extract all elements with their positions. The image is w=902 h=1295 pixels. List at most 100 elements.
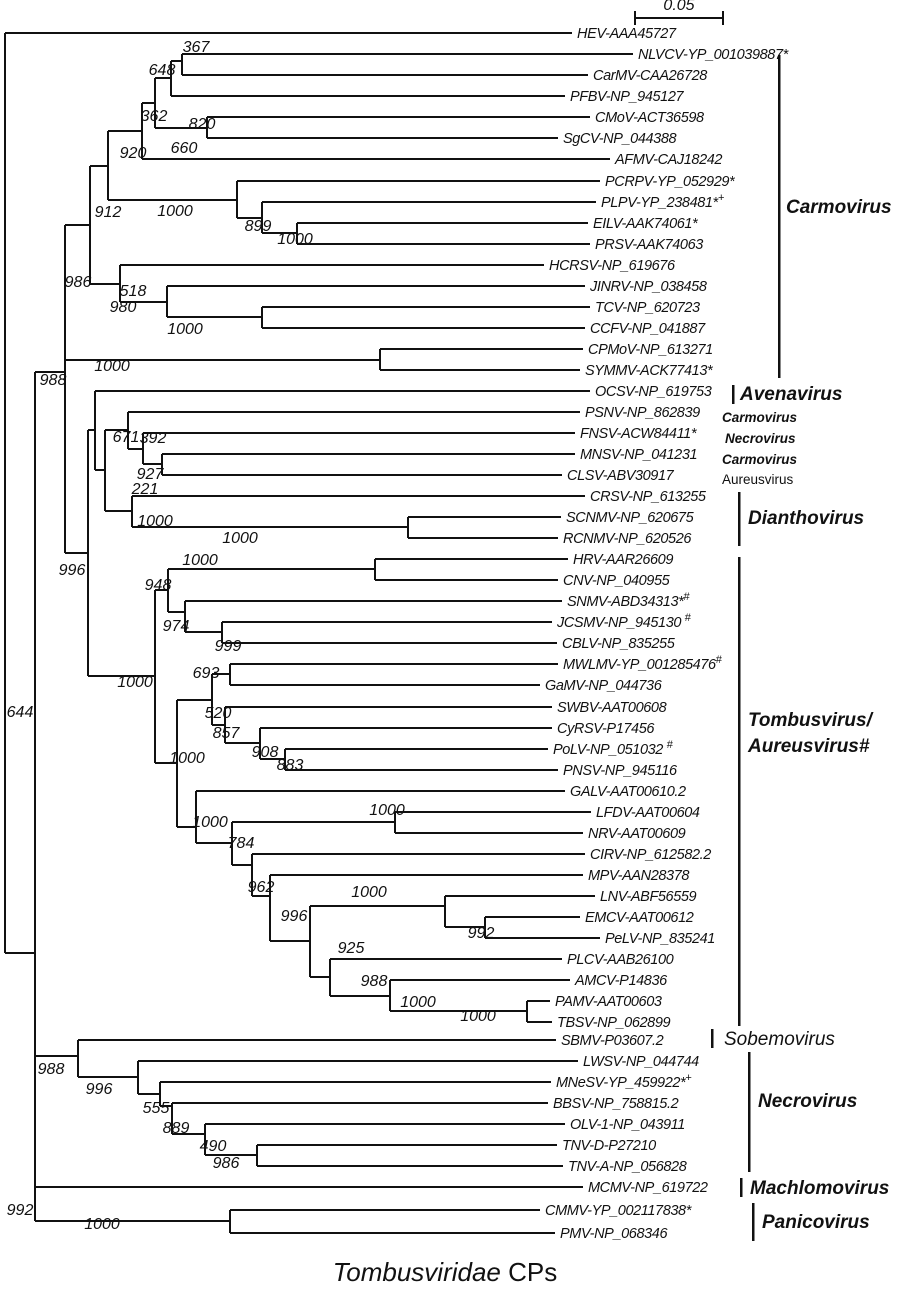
clade-label: Aureusvirus	[722, 472, 794, 487]
bootstrap-value: 1000	[400, 994, 436, 1011]
taxon-label: PSNV-NP_862839	[585, 405, 700, 421]
taxon-label: CLSV-ABV30917	[567, 468, 675, 484]
taxon-label: PCRPV-YP_052929*	[605, 174, 736, 190]
bootstrap-value: 927	[137, 466, 165, 483]
taxon-label: MNSV-NP_041231	[580, 447, 697, 463]
clade-label: Tombusvirus/	[748, 710, 874, 731]
bootstrap-value: 988	[40, 372, 67, 389]
taxon-label: CIRV-NP_612582.2	[590, 847, 711, 863]
clade-label: Carmovirus	[786, 197, 892, 218]
bootstrap-value: 784	[228, 835, 255, 852]
bootstrap-value: 908	[252, 744, 279, 761]
taxon-label: HCRSV-NP_619676	[549, 258, 676, 274]
bootstrap-value: 1000	[222, 530, 258, 547]
taxon-label: GALV-AAT00610.2	[570, 784, 686, 800]
taxon-label: OCSV-NP_619753	[595, 384, 712, 400]
bootstrap-value: 988	[38, 1061, 65, 1078]
bootstrap-value: 1000	[277, 231, 313, 248]
taxon-label: CyRSV-P17456	[557, 721, 655, 737]
bootstrap-value: 1000	[84, 1216, 120, 1233]
bootstrap-value: 899	[245, 218, 272, 235]
taxon-label: CMoV-ACT36598	[595, 110, 704, 126]
bootstrap-value: 644	[7, 704, 34, 721]
taxon-label: EILV-AAK74061*	[593, 216, 699, 232]
bootstrap-value: 999	[215, 638, 242, 655]
clade-label: Necrovirus	[758, 1091, 857, 1112]
taxon-label: CCFV-NP_041887	[590, 321, 706, 337]
bootstrap-value: 986	[65, 274, 92, 291]
bootstrap-value: 1000	[369, 802, 405, 819]
taxon-label: MCMV-NP_619722	[588, 1180, 708, 1196]
taxon-label: SWBV-AAT00608	[557, 700, 667, 716]
taxon-label: SNMV-ABD34313*#	[567, 591, 690, 610]
taxon-label: PAMV-AAT00603	[555, 994, 662, 1010]
bootstrap-value: 912	[95, 204, 122, 221]
taxon-label: PLPV-YP_238481*+	[601, 192, 725, 211]
clade-label: Carmovirus	[722, 410, 798, 425]
taxon-label: PeLV-NP_835241	[605, 931, 715, 947]
taxon-label: BBSV-NP_758815.2	[553, 1096, 679, 1112]
taxon-label: FNSV-ACW84411*	[580, 426, 698, 442]
taxon-label: PLCV-AAB26100	[567, 952, 674, 968]
bootstrap-value: 1000	[167, 321, 203, 338]
bootstrap-value: 996	[86, 1081, 113, 1098]
taxon-label: AMCV-P14836	[574, 973, 668, 989]
taxon-label: LWSV-NP_044744	[583, 1054, 699, 1070]
bootstrap-value: 996	[281, 908, 308, 925]
bootstrap-value: 1000	[94, 358, 130, 375]
taxon-label: EMCV-AAT00612	[585, 910, 694, 926]
clade-label: Avenavirus	[739, 384, 842, 405]
taxon-label: TNV-D-P27210	[562, 1138, 656, 1154]
taxon-label: GaMV-NP_044736	[545, 678, 663, 694]
bootstrap-value: 925	[338, 940, 365, 957]
bootstrap-value: 693	[193, 665, 220, 682]
bootstrap-value: 948	[145, 577, 172, 594]
taxon-label: AFMV-CAJ18242	[614, 152, 722, 168]
taxon-label: MWLMV-YP_001285476#	[563, 654, 723, 673]
clade-label: Necrovirus	[725, 431, 796, 446]
taxon-label: OLV-1-NP_043911	[570, 1117, 685, 1133]
clade-label: Dianthovirus	[748, 508, 864, 529]
taxon-label: CarMV-CAA26728	[593, 68, 707, 84]
bootstrap-value: 920	[120, 145, 147, 162]
bootstrap-value: 555	[143, 1100, 170, 1117]
bootstrap-value: 362	[141, 108, 168, 125]
bootstrap-value: 1000	[117, 674, 153, 691]
taxon-label: TBSV-NP_062899	[557, 1015, 670, 1031]
figure-title: Tombusviridae CPs	[333, 1257, 557, 1287]
bootstrap-value: 883	[277, 757, 304, 774]
taxon-label: HEV-AAA45727	[577, 26, 677, 42]
bootstrap-value: 992	[468, 925, 495, 942]
taxon-label: TNV-A-NP_056828	[568, 1159, 687, 1175]
bootstrap-value: 1000	[460, 1008, 496, 1025]
taxon-label: PRSV-AAK74063	[595, 237, 703, 253]
taxon-label: PMV-NP_068346	[560, 1226, 668, 1242]
clade-label: Panicovirus	[762, 1212, 870, 1233]
taxon-label: CRSV-NP_613255	[590, 489, 707, 505]
taxon-label: RCNMV-NP_620526	[563, 531, 692, 547]
taxon-label: PNSV-NP_945116	[563, 763, 678, 779]
bootstrap-value: 648	[149, 62, 176, 79]
bootstrap-value: 974	[163, 618, 190, 635]
taxon-label: PFBV-NP_945127	[570, 89, 684, 105]
bootstrap-value: 518	[120, 283, 147, 300]
taxon-label: CBLV-NP_835255	[562, 636, 676, 652]
scale-bar-label: 0.05	[663, 0, 694, 14]
taxon-label: NLVCV-YP_001039887*	[638, 47, 790, 63]
clade-label: Aureusvirus#	[747, 736, 870, 757]
taxon-label: MPV-AAN28378	[588, 868, 689, 884]
taxon-label: HRV-AAR26609	[573, 552, 673, 568]
bootstrap-value: 392	[140, 430, 167, 447]
bootstrap-value: 1000	[192, 814, 228, 831]
taxon-label: TCV-NP_620723	[595, 300, 700, 316]
taxon-label: SBMV-P03607.2	[561, 1033, 664, 1049]
clade-label: Carmovirus	[722, 452, 798, 467]
taxon-label: JINRV-NP_038458	[589, 279, 707, 295]
bootstrap-value: 1000	[157, 203, 193, 220]
bootstrap-value: 962	[248, 879, 275, 896]
taxon-label: MNeSV-YP_459922*+	[556, 1072, 692, 1091]
taxon-label: PoLV-NP_051032 #	[553, 739, 674, 758]
bootstrap-value: 1000	[182, 552, 218, 569]
